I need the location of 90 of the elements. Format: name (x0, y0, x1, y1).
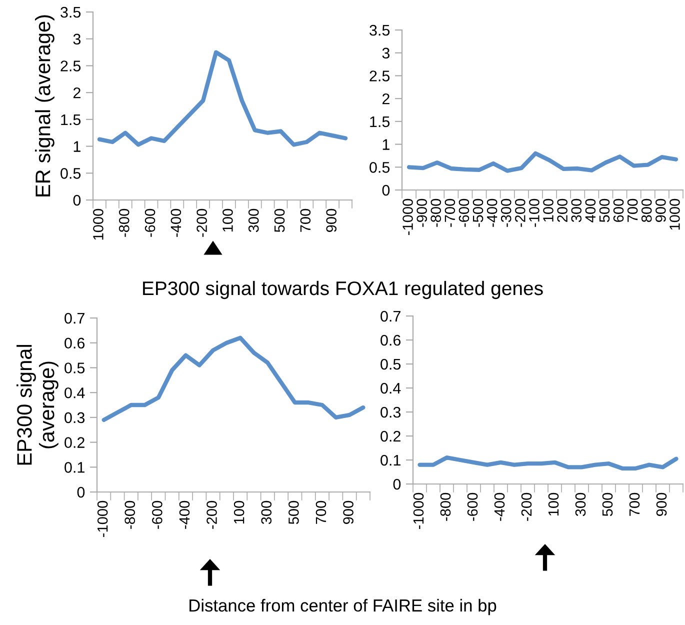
x-tick-label: -800 (440, 492, 451, 521)
x-tick-label: 1000 (93, 208, 104, 240)
x-tick-label: -400 (494, 492, 505, 521)
x-tick-label: -600 (458, 198, 470, 227)
x-tick-label: -900 (416, 198, 427, 227)
y-tick-label: 0.1 (380, 454, 400, 466)
x-tick-label: -600 (144, 208, 156, 237)
x-tick-label: -800 (118, 208, 130, 237)
x-tick-label: 100 (543, 198, 554, 222)
y-tick-label: 1 (74, 141, 80, 152)
y-tick-label: 3 (382, 48, 390, 59)
y-tick-label: 0.5 (380, 358, 401, 370)
text: Distance from center of FAIRE site in bp (190, 598, 496, 616)
x-tick-label: -700 (444, 198, 456, 227)
x-tick-label: 700 (316, 500, 326, 524)
x-tick-label: -400 (170, 208, 182, 237)
y-tick-label: 0 (77, 486, 85, 498)
x-tick-label: -400 (486, 198, 498, 227)
x-tick-label: 1000 (670, 198, 680, 230)
x-tick-label: 400 (585, 198, 596, 222)
x-tick-label: 500 (599, 198, 610, 222)
y-tick-label: 0 (73, 194, 81, 206)
x-tick-label: 700 (300, 208, 311, 232)
x-tick-label: 700 (629, 492, 640, 516)
x-tick-label: -500 (472, 198, 484, 227)
chart-title: EP300 signal towards FOXA1 regulated genes (143, 280, 543, 300)
y-tick-label: 0.7 (380, 310, 400, 322)
x-tick-label: 500 (288, 500, 299, 524)
x-tick-label: 500 (602, 492, 613, 516)
y-tick-label: 2.5 (370, 70, 390, 82)
y-tick-label: 0.6 (64, 338, 85, 349)
y-tick-label: 3.5 (60, 6, 81, 18)
y-tick-label: 0.3 (64, 412, 85, 424)
x-tick-label: 900 (656, 198, 666, 222)
x-tick-label: 200 (557, 198, 568, 222)
x-tick-label: 300 (261, 500, 272, 524)
x-tick-label: -1000 (402, 198, 413, 235)
x-tick-label: 100 (234, 500, 244, 524)
x-tick-label: -300 (500, 198, 512, 227)
x-tick-label: 100 (548, 492, 559, 516)
y-tick-label: 1.5 (61, 114, 81, 126)
x-tick-label: 900 (343, 500, 354, 524)
line-series (418, 456, 678, 470)
line-series (97, 50, 348, 147)
x-tick-label: -600 (152, 500, 162, 529)
x-tick-label: 300 (248, 208, 259, 232)
x-tick-label: -200 (206, 500, 217, 529)
y-tick-label: 0.4 (64, 387, 85, 398)
y-tick-label: 0.7 (64, 312, 84, 324)
y-tick-label: 2 (382, 93, 390, 104)
y-tick-label: 0 (382, 184, 390, 196)
line-series (406, 151, 678, 173)
x-tick-label: -800 (430, 198, 442, 227)
y-tick-label: 0.5 (370, 162, 390, 173)
x-tick-label: -800 (124, 500, 136, 529)
y-tick-label: 0.3 (380, 406, 401, 418)
y-tick-label: 3 (73, 34, 81, 45)
y-tick-label: 0.4 (380, 382, 401, 394)
x-tick-label: -400 (179, 500, 190, 529)
y-tick-label: 2.5 (60, 60, 81, 72)
y-tick-label: 1.5 (370, 116, 390, 128)
x-tick-label: 900 (326, 208, 336, 232)
y-tick-label: 0.5 (64, 362, 85, 374)
x-tick-label: 500 (274, 208, 285, 232)
x-tick-label: 300 (575, 492, 586, 516)
y-tick-label: 3.5 (370, 24, 390, 36)
x-tick-label: -1000 (97, 500, 108, 537)
y-tick-label: 1 (382, 139, 390, 150)
x-tick-label: -200 (521, 492, 532, 521)
y-tick-label: 0.6 (380, 334, 401, 346)
x-tick-label: 100 (222, 208, 233, 232)
x-tick-label: 300 (571, 198, 582, 222)
x-tick-label: 800 (641, 198, 652, 222)
x-tick-label: 700 (627, 198, 638, 222)
y-tick-label: 0.1 (64, 462, 84, 473)
x-tick-label: 900 (656, 492, 667, 516)
x-tick-label: -200 (196, 208, 207, 237)
y-tick-label: 0.2 (380, 430, 400, 442)
x-tick-label: -100 (529, 198, 540, 227)
y-axis-title: ER signal (average) (34, 15, 54, 196)
x-tick-label: -600 (467, 492, 478, 521)
x-tick-label: -200 (515, 198, 526, 227)
y-axis-title: EP300 signal (average) (16, 345, 58, 465)
x-tick-label: -1000 (413, 492, 424, 529)
y-tick-label: 0.2 (64, 437, 84, 448)
y-tick-label: 2 (73, 87, 80, 98)
line-series (102, 336, 366, 422)
y-tick-label: 0 (393, 478, 401, 490)
x-tick-label: 600 (613, 198, 624, 222)
y-tick-label: 0.5 (60, 168, 81, 179)
